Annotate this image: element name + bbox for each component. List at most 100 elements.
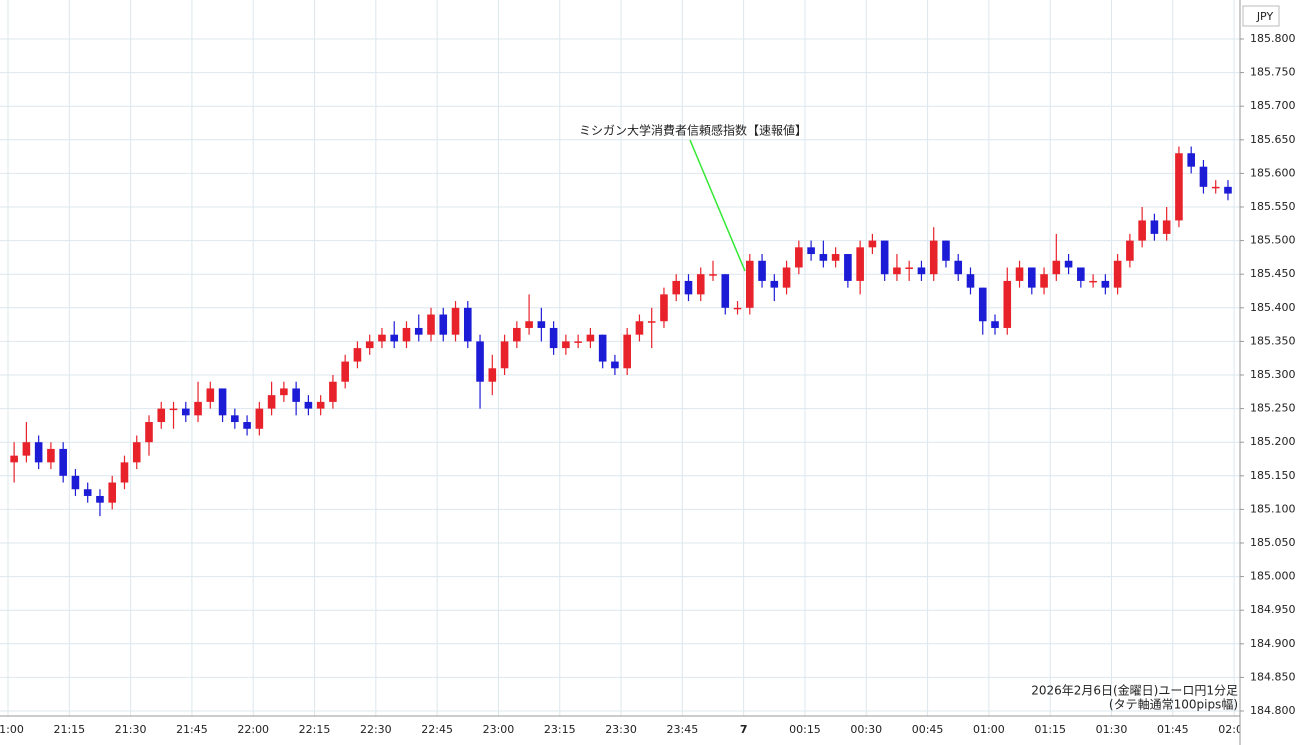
currency: JPY: [1256, 10, 1274, 23]
x-axis: 21:00 21:15 21:30 21:45 22:00 22:15 22:30 22:45…: [0, 723, 1250, 736]
candle-body: [733, 307, 742, 310]
candle-body: [243, 422, 251, 429]
x-tick-label: 21:45: [176, 723, 208, 736]
candle-body: [537, 321, 546, 328]
candle-body: [758, 260, 766, 281]
x-tick-label: 23:45: [667, 723, 699, 736]
x-tick-label: 22:45: [421, 723, 453, 736]
candle-body: [169, 408, 178, 411]
candle-body: [942, 240, 950, 261]
y-tick-label: 185.150: [1250, 469, 1296, 482]
candle-body: [194, 401, 202, 416]
candle-body: [1040, 274, 1048, 288]
candle-body: [745, 260, 754, 308]
candle-body: [10, 455, 18, 463]
y-tick-label: 184.900: [1250, 637, 1296, 650]
candle-body: [721, 274, 730, 308]
candle-body: [880, 240, 889, 275]
x-tick-label: 01:45: [1157, 723, 1189, 736]
y-tick-label: 185.350: [1250, 334, 1296, 347]
candle-body: [1187, 153, 1195, 167]
candle-body: [427, 314, 435, 335]
candle-body: [206, 388, 215, 402]
candle-body: [1077, 267, 1085, 281]
candle-body: [1175, 153, 1183, 221]
candle-body: [96, 495, 104, 503]
candle-body: [1199, 166, 1208, 187]
candle-body: [451, 307, 460, 335]
y-tick-label: 185.600: [1250, 166, 1296, 179]
candle-body: [868, 240, 877, 248]
candle-body: [181, 408, 190, 416]
x-tick-label: 00:30: [850, 723, 882, 736]
candle-body: [59, 448, 67, 476]
candle-body: [463, 307, 472, 342]
candle-body: [83, 489, 92, 496]
x-tick-label: 21:15: [53, 723, 85, 736]
candle-body: [856, 247, 864, 281]
candle-body: [513, 327, 521, 342]
y-tick-label: 185.700: [1250, 99, 1296, 112]
grid: [0, 0, 1240, 716]
x-tick-label: 23:15: [544, 723, 576, 736]
candles: [10, 146, 1232, 517]
candle-body: [598, 334, 607, 362]
x-tick-label: 02:00: [1218, 723, 1250, 736]
candle-body: [353, 348, 362, 362]
candle-body: [905, 267, 913, 269]
candle-body: [280, 388, 288, 396]
candle-body: [696, 274, 705, 295]
candle-body: [1211, 186, 1220, 189]
y-tick-label: 185.650: [1250, 133, 1296, 146]
candle-body: [844, 254, 852, 281]
candle-body: [574, 341, 582, 343]
candle-body: [672, 280, 681, 295]
candle-body: [954, 260, 963, 275]
candle-body: [292, 388, 300, 402]
x-tick-label: 00:45: [912, 723, 944, 736]
candle-body: [218, 388, 227, 416]
candle-body: [623, 334, 631, 369]
x-tick-label: 01:15: [1034, 723, 1066, 736]
candle-body: [378, 334, 386, 342]
candle-body: [34, 442, 43, 463]
candle-body: [1138, 220, 1146, 241]
candle-body: [1162, 220, 1171, 234]
candle-body: [586, 334, 595, 342]
x-tick-label: 22:15: [299, 723, 331, 736]
y-tick-label: 185.200: [1250, 435, 1296, 448]
y-tick-label: 185.050: [1250, 536, 1296, 549]
candle-body: [414, 327, 423, 335]
candle-body: [819, 254, 828, 261]
candle-body: [562, 341, 570, 349]
y-tick-label: 185.400: [1250, 301, 1296, 314]
candle-body: [255, 408, 264, 429]
candle-body: [1150, 220, 1159, 234]
y-tick-label: 185.000: [1250, 570, 1296, 583]
candle-body: [978, 287, 987, 322]
candle-body: [488, 368, 497, 382]
y-tick-label: 184.850: [1250, 670, 1296, 683]
y-tick-label: 185.100: [1250, 502, 1296, 515]
y-tick-label: 185.250: [1250, 402, 1296, 415]
candle-body: [1126, 240, 1134, 261]
candle-body: [991, 321, 999, 328]
candle-body: [1027, 267, 1036, 288]
chart-note: 2026年2月6日(金曜日)ユーロ円1分足: [1031, 683, 1238, 698]
candle-body: [709, 274, 717, 276]
x-tick-label: 23:30: [605, 723, 637, 736]
x-tick-label: 21:00: [0, 723, 24, 736]
candle-body: [893, 267, 901, 275]
candle-body: [157, 408, 166, 423]
candle-body: [476, 341, 484, 382]
candle-body: [807, 247, 815, 255]
y-tick-label: 185.550: [1250, 200, 1296, 213]
candle-body: [108, 482, 117, 503]
candle-body: [132, 442, 141, 463]
annotation-line: [689, 139, 746, 272]
candle-body: [1224, 186, 1232, 194]
candle-body: [1101, 280, 1110, 288]
candle-body: [782, 267, 791, 288]
candle-body: [267, 395, 276, 409]
